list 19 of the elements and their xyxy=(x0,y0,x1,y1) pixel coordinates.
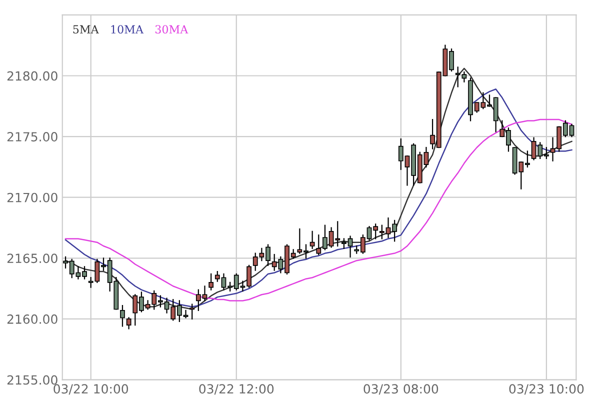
text: 5MA xyxy=(73,25,99,34)
y-tick-label: 2160.00 xyxy=(7,314,58,324)
x-tick-label: 03/23 08:00 xyxy=(364,384,438,395)
x-tick-label: 03/23 10:00 xyxy=(509,384,584,395)
text: 10MA xyxy=(111,25,144,34)
candlestick xyxy=(126,317,132,330)
line-series xyxy=(64,118,572,302)
x-tick-label: 03/22 12:00 xyxy=(199,384,274,395)
candlestick xyxy=(120,305,125,327)
y-tick-label: 2175.00 xyxy=(7,132,58,142)
candlestick xyxy=(310,230,315,249)
text: 30MA xyxy=(155,25,188,34)
y-tick-label: 2170.00 xyxy=(7,192,58,202)
x-tick-label: 03/22 10:00 xyxy=(54,384,128,395)
candlestick xyxy=(190,304,195,320)
candlestick xyxy=(208,273,214,290)
y-tick-label: 2165.00 xyxy=(7,254,58,264)
y-tick-label: 2180.00 xyxy=(7,71,58,81)
y-tick-label: 2155.00 xyxy=(7,375,58,385)
